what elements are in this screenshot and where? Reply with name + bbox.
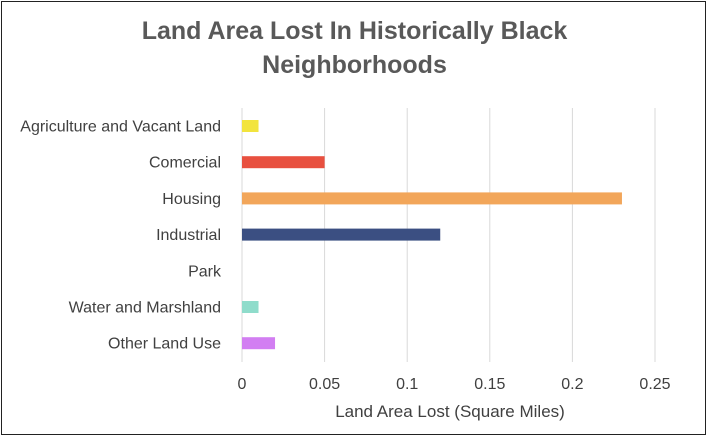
x-axis-label: Land Area Lost (Square Miles) bbox=[335, 402, 565, 421]
category-label: Industrial bbox=[156, 227, 221, 244]
x-tick-label: 0.2 bbox=[561, 376, 583, 393]
chart-title-line-2: Neighborhoods bbox=[262, 51, 447, 79]
bar bbox=[242, 156, 325, 169]
chart-title: Land Area Lost In Historically Black Nei… bbox=[2, 14, 707, 82]
x-tick-labels: 0 0.05 0.1 0.15 0.2 0.25 bbox=[238, 376, 671, 393]
category-label: Agriculture and Vacant Land bbox=[20, 119, 221, 136]
bar bbox=[242, 192, 622, 205]
bar bbox=[242, 301, 259, 313]
x-tick-label: 0.05 bbox=[309, 376, 340, 393]
bar bbox=[242, 120, 259, 132]
x-tick-label: 0.15 bbox=[474, 376, 505, 393]
x-tick-label: 0.25 bbox=[639, 376, 670, 393]
bar bbox=[242, 337, 276, 350]
category-label: Water and Marshland bbox=[69, 300, 221, 317]
bar bbox=[242, 228, 441, 241]
category-label: Comercial bbox=[149, 155, 221, 172]
category-label: Other Land Use bbox=[108, 336, 221, 353]
category-label: Park bbox=[188, 263, 222, 280]
x-tick-label: 0 bbox=[238, 376, 247, 393]
bars bbox=[242, 120, 622, 350]
category-label: Housing bbox=[162, 191, 221, 208]
chart-title-line-1: Land Area Lost In Historically Black bbox=[141, 17, 568, 45]
category-labels: Agriculture and Vacant Land Comercial Hous… bbox=[20, 119, 222, 353]
x-tick-label: 0.1 bbox=[396, 376, 418, 393]
